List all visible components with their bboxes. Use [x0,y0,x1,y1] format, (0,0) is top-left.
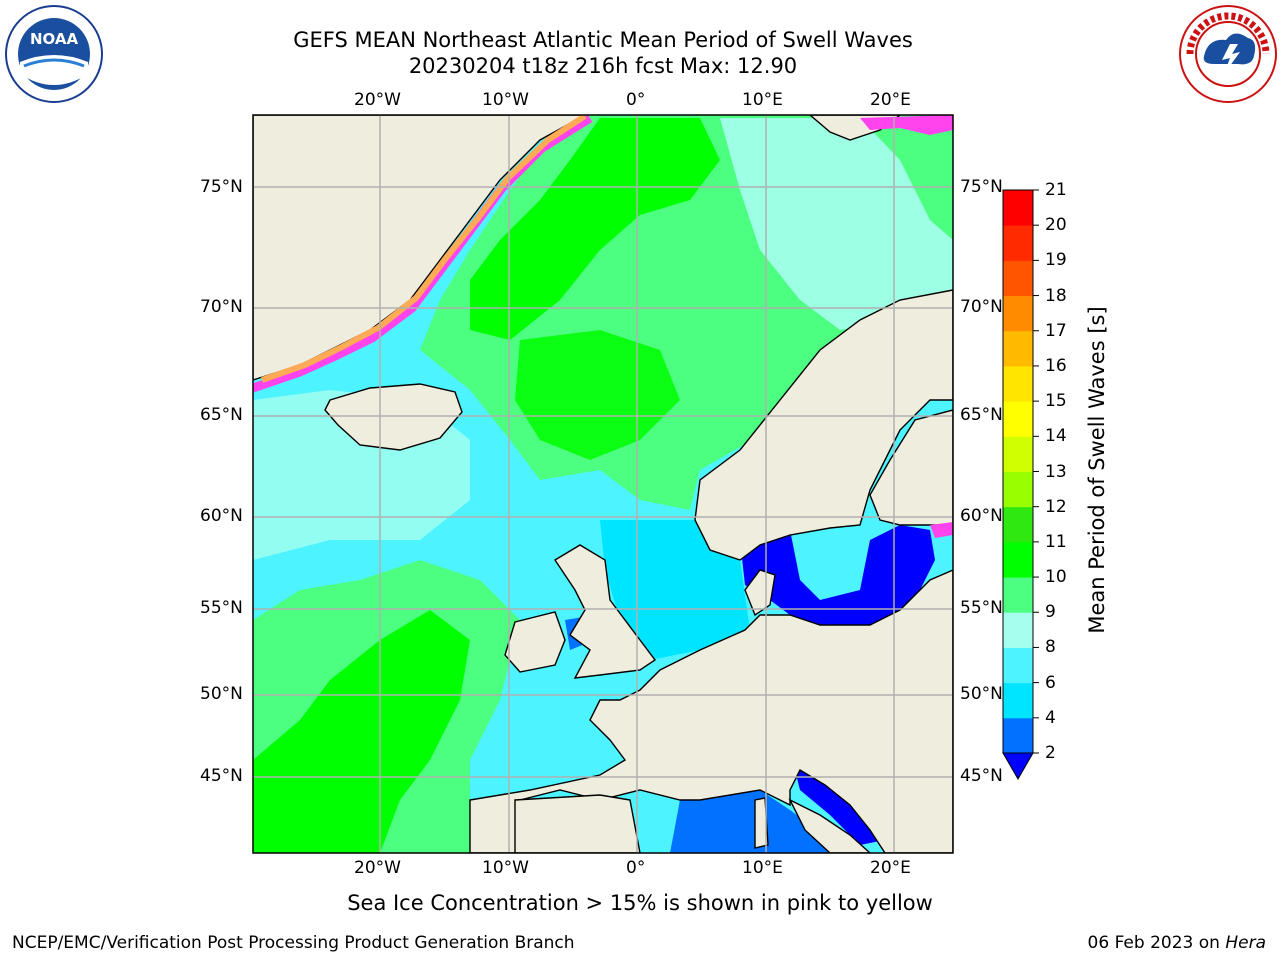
iceland [324,383,463,451]
sea-ice-caption: Sea Ice Concentration > 15% is shown in … [347,891,933,915]
lat-label-45n-right: 45°N [960,766,1003,786]
colorbar-segment [1003,401,1033,437]
map-plot-area [253,115,953,853]
ireland [504,611,566,673]
colorbar-segment [1003,330,1033,367]
lat-label-50n-left: 50°N [200,684,243,704]
sea-ice-band-orange [261,115,587,383]
sea-ice-northeast [860,115,953,135]
sea-ice-gulf-bothnia [930,522,953,538]
lon-label-0-bottom: 0° [626,858,646,878]
lon-label-10w-bottom: 10°W [482,858,529,878]
italy [788,798,872,853]
colorbar-tick-label: 21 [1045,180,1067,200]
chart-title: GEFS MEAN Northeast Atlantic Mean Period… [293,28,913,52]
map-frame [252,114,954,854]
chart-subtitle: 20230204 t18z 216h fcst Max: 12.90 [408,54,798,78]
colorbar-tick-label: 19 [1045,250,1067,271]
colorbar-tick-label: 2 [1045,743,1056,763]
lat-label-65n-left: 65°N [200,405,243,425]
colorbar-segment [1003,612,1033,648]
lat-label-55n-left: 55°N [200,598,243,618]
lon-label-20w-bottom: 20°W [354,858,401,878]
colorbar-segment [1003,647,1033,684]
colorbar-tick-label: 20 [1045,215,1067,236]
lon-label-10e-top: 10°E [742,90,783,110]
continental-europe [469,569,953,853]
baltic-sea [740,525,935,625]
colorbar-tick-label: 17 [1045,320,1067,341]
footer-date: 06 Feb 2023 on Hera [1088,933,1266,953]
lat-label-50n-right: 50°N [960,684,1003,704]
lon-label-20w-top: 20°W [354,90,401,110]
nws-logo [1179,5,1277,103]
colorbar-tick-label: 15 [1045,391,1067,412]
lat-label-60n-left: 60°N [200,506,243,526]
lat-label-75n-left: 75°N [200,177,243,197]
lat-label-75n-right: 75°N [960,177,1003,197]
colorbar-segment [1003,260,1033,297]
footer-date-text: 06 Feb 2023 on [1087,933,1226,953]
colorbar-tick-label: 4 [1045,707,1056,728]
lon-label-20e-top: 20°E [870,90,911,110]
colorbar-tick-label: 11 [1045,531,1067,552]
swell-zone-north-bright [470,118,720,340]
colorbar-segment [1003,541,1033,578]
colorbar-segment [1003,471,1033,508]
corsica-sardinia [754,797,769,849]
colorbar-segment [1003,365,1033,402]
noaa-logo-text: NOAA [30,30,79,48]
colorbar-tick-label: 6 [1045,672,1056,693]
lon-label-10e-bottom: 10°E [742,858,783,878]
swell-zone-central-bright [515,330,680,460]
colorbar-tick-label: 16 [1045,355,1067,376]
lat-label-70n-left: 70°N [200,297,243,317]
lon-label-10w-top: 10°W [482,90,529,110]
iberia [514,794,641,853]
colorbar-segment [1003,717,1033,754]
great-britain [554,544,657,679]
colorbar-segment [1003,682,1033,719]
denmark [744,569,776,617]
lat-label-60n-right: 60°N [960,506,1003,526]
colorbar-segment [1003,506,1033,543]
colorbar-tick-label: 10 [1045,567,1067,588]
colorbar-tick-label: 18 [1045,285,1067,306]
colorbar-tick-label: 12 [1045,496,1067,517]
lat-label-65n-right: 65°N [960,405,1003,425]
colorbar-tick-label: 8 [1045,637,1056,658]
lat-label-70n-right: 70°N [960,297,1003,317]
colorbar-tick-label: 14 [1045,426,1067,447]
scandinavia [694,289,953,561]
land-masses [253,115,953,853]
lat-label-55n-right: 55°N [960,598,1003,618]
swell-zone-southwest-bright [253,610,470,853]
colorbar-extend-triangle [1002,752,1034,781]
lon-label-20e-bottom: 20°E [870,858,911,878]
colorbar-segment [1003,436,1033,472]
lon-label-0-top: 0° [626,90,646,110]
colorbar-label: Mean Period of Swell Waves [s] [1085,306,1109,634]
colorbar-segment [1003,190,1033,226]
footer-credit: NCEP/EMC/Verification Post Processing Pr… [12,933,575,953]
colorbar-segment [1003,225,1033,261]
graticule [253,115,953,853]
footer-machine: Hera [1225,933,1266,953]
colorbar [1002,189,1039,781]
colorbar-segment [1003,577,1033,613]
colorbar-tick-label: 13 [1045,461,1067,482]
adriatic-sea [795,770,885,845]
lat-label-45n-left: 45°N [200,766,243,786]
noaa-logo: NOAA [5,5,103,103]
colorbar-tick-label: 9 [1045,602,1056,623]
colorbar-segment [1003,295,1033,332]
